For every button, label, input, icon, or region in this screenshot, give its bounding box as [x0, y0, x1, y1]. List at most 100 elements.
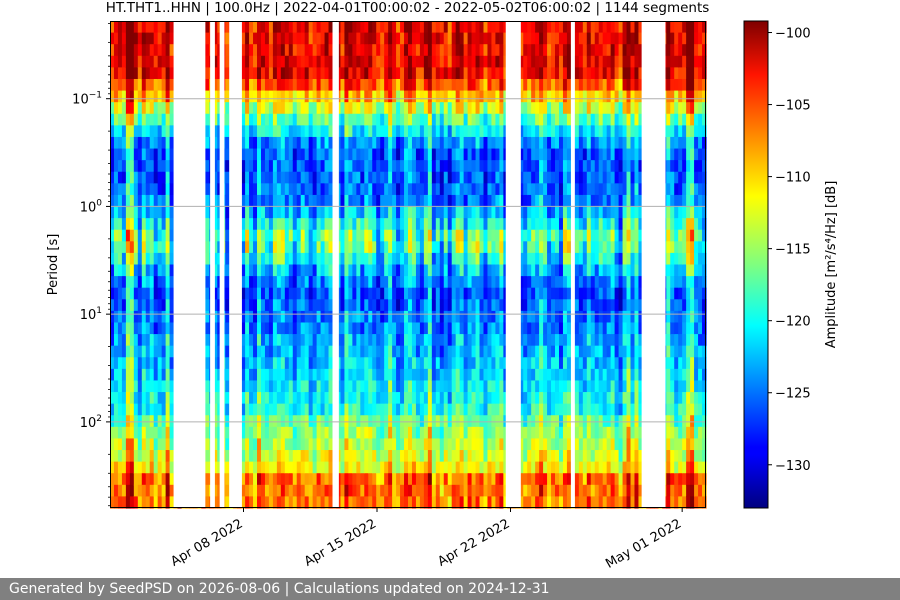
heatmap-cell: [272, 102, 278, 115]
heatmap-cell: [376, 171, 381, 184]
heatmap-cell: [308, 252, 314, 266]
heatmap-cell: [439, 322, 445, 335]
heatmap-cell: [296, 484, 302, 498]
heatmap-cell: [558, 206, 564, 219]
heatmap-cell: [117, 252, 123, 266]
heatmap-cell: [344, 299, 349, 312]
heatmap-cell: [165, 125, 171, 138]
heatmap-cell: [292, 345, 298, 358]
heatmap-cell: [388, 125, 393, 138]
heatmap-cell: [328, 183, 334, 196]
heatmap-cell: [427, 450, 433, 463]
heatmap-cell: [503, 264, 508, 277]
heatmap-cell: [443, 380, 449, 393]
heatmap-cell: [324, 403, 330, 416]
heatmap-cell: [558, 334, 564, 347]
heatmap-cell: [372, 67, 377, 80]
heatmap-cell: [459, 90, 465, 103]
heatmap-cell: [439, 229, 445, 242]
heatmap-cell: [292, 368, 298, 382]
heatmap-cell: [376, 473, 381, 486]
heatmap-cell: [145, 264, 151, 277]
heatmap-cell: [161, 125, 167, 138]
heatmap-cell: [404, 357, 409, 370]
heatmap-cell: [161, 44, 167, 57]
heatmap-cell: [360, 264, 365, 277]
heatmap-cell: [435, 484, 441, 498]
heatmap-cell: [157, 55, 163, 68]
heatmap-cell: [288, 357, 294, 370]
heatmap-cell: [260, 357, 266, 370]
heatmap-cell: [451, 484, 457, 498]
heatmap-cell: [427, 403, 433, 416]
heatmap-cell: [531, 310, 536, 324]
heatmap-cell: [451, 218, 457, 231]
heatmap-cell: [471, 44, 477, 57]
heatmap-cell: [344, 252, 349, 266]
heatmap-cell: [276, 78, 282, 92]
heatmap-cell: [551, 206, 556, 219]
heatmap-cell: [439, 287, 445, 300]
heatmap-cell: [535, 229, 540, 242]
heatmap-cell: [169, 218, 175, 231]
heatmap-cell: [296, 496, 302, 509]
heatmap-cell: [475, 403, 481, 416]
heatmap-cell: [272, 415, 278, 428]
heatmap-cell: [260, 484, 266, 498]
heatmap-cell: [447, 392, 453, 405]
heatmap-cell: [117, 426, 123, 440]
heatmap-cell: [356, 102, 361, 115]
heatmap-cell: [280, 229, 286, 242]
heatmap-cell: [423, 334, 429, 347]
heatmap-cell: [388, 322, 393, 335]
heatmap-cell: [467, 125, 473, 138]
heatmap-cell: [125, 183, 131, 196]
heatmap-cell: [169, 392, 175, 405]
heatmap-cell: [110, 450, 115, 463]
heatmap-cell: [388, 484, 393, 498]
heatmap-cell: [483, 229, 489, 242]
heatmap-cell: [475, 90, 481, 103]
heatmap-cell: [447, 473, 453, 486]
heatmap-cell: [558, 160, 564, 173]
heatmap-cell: [284, 102, 290, 115]
heatmap-cell: [566, 171, 572, 184]
heatmap-cell: [241, 461, 246, 474]
heatmap-cell: [543, 450, 548, 463]
heatmap-cell: [459, 264, 465, 277]
heatmap-cell: [523, 218, 528, 231]
heatmap-cell: [419, 426, 425, 440]
heatmap-cell: [344, 55, 349, 68]
heatmap-cell: [396, 206, 401, 219]
heatmap-cell: [288, 450, 294, 463]
heatmap-cell: [427, 194, 433, 208]
heatmap-cell: [276, 229, 282, 242]
heatmap-cell: [217, 206, 222, 219]
heatmap-cell: [555, 218, 560, 231]
heatmap-cell: [368, 426, 373, 440]
heatmap-cell: [324, 44, 330, 57]
heatmap-cell: [376, 450, 381, 463]
heatmap-cell: [483, 113, 489, 126]
heatmap-cell: [213, 368, 218, 382]
heatmap-cell: [479, 299, 485, 312]
heatmap-cell: [562, 194, 568, 208]
heatmap-cell: [404, 450, 409, 463]
heatmap-cell: [443, 241, 449, 254]
heatmap-cell: [396, 310, 401, 324]
heatmap-cell: [364, 194, 369, 208]
heatmap-cell: [519, 276, 524, 289]
heatmap-cell: [415, 78, 421, 92]
heatmap-cell: [316, 368, 322, 382]
heatmap-cell: [304, 264, 310, 277]
heatmap-cell: [539, 345, 544, 358]
heatmap-cell: [352, 334, 357, 347]
heatmap-cell: [280, 368, 286, 382]
heatmap-cell: [578, 287, 584, 300]
heatmap-cell: [157, 206, 163, 219]
heatmap-cell: [308, 55, 314, 68]
heatmap-cell: [308, 171, 314, 184]
heatmap-cell: [260, 299, 266, 312]
heatmap-cell: [459, 392, 465, 405]
heatmap-cell: [384, 241, 389, 254]
